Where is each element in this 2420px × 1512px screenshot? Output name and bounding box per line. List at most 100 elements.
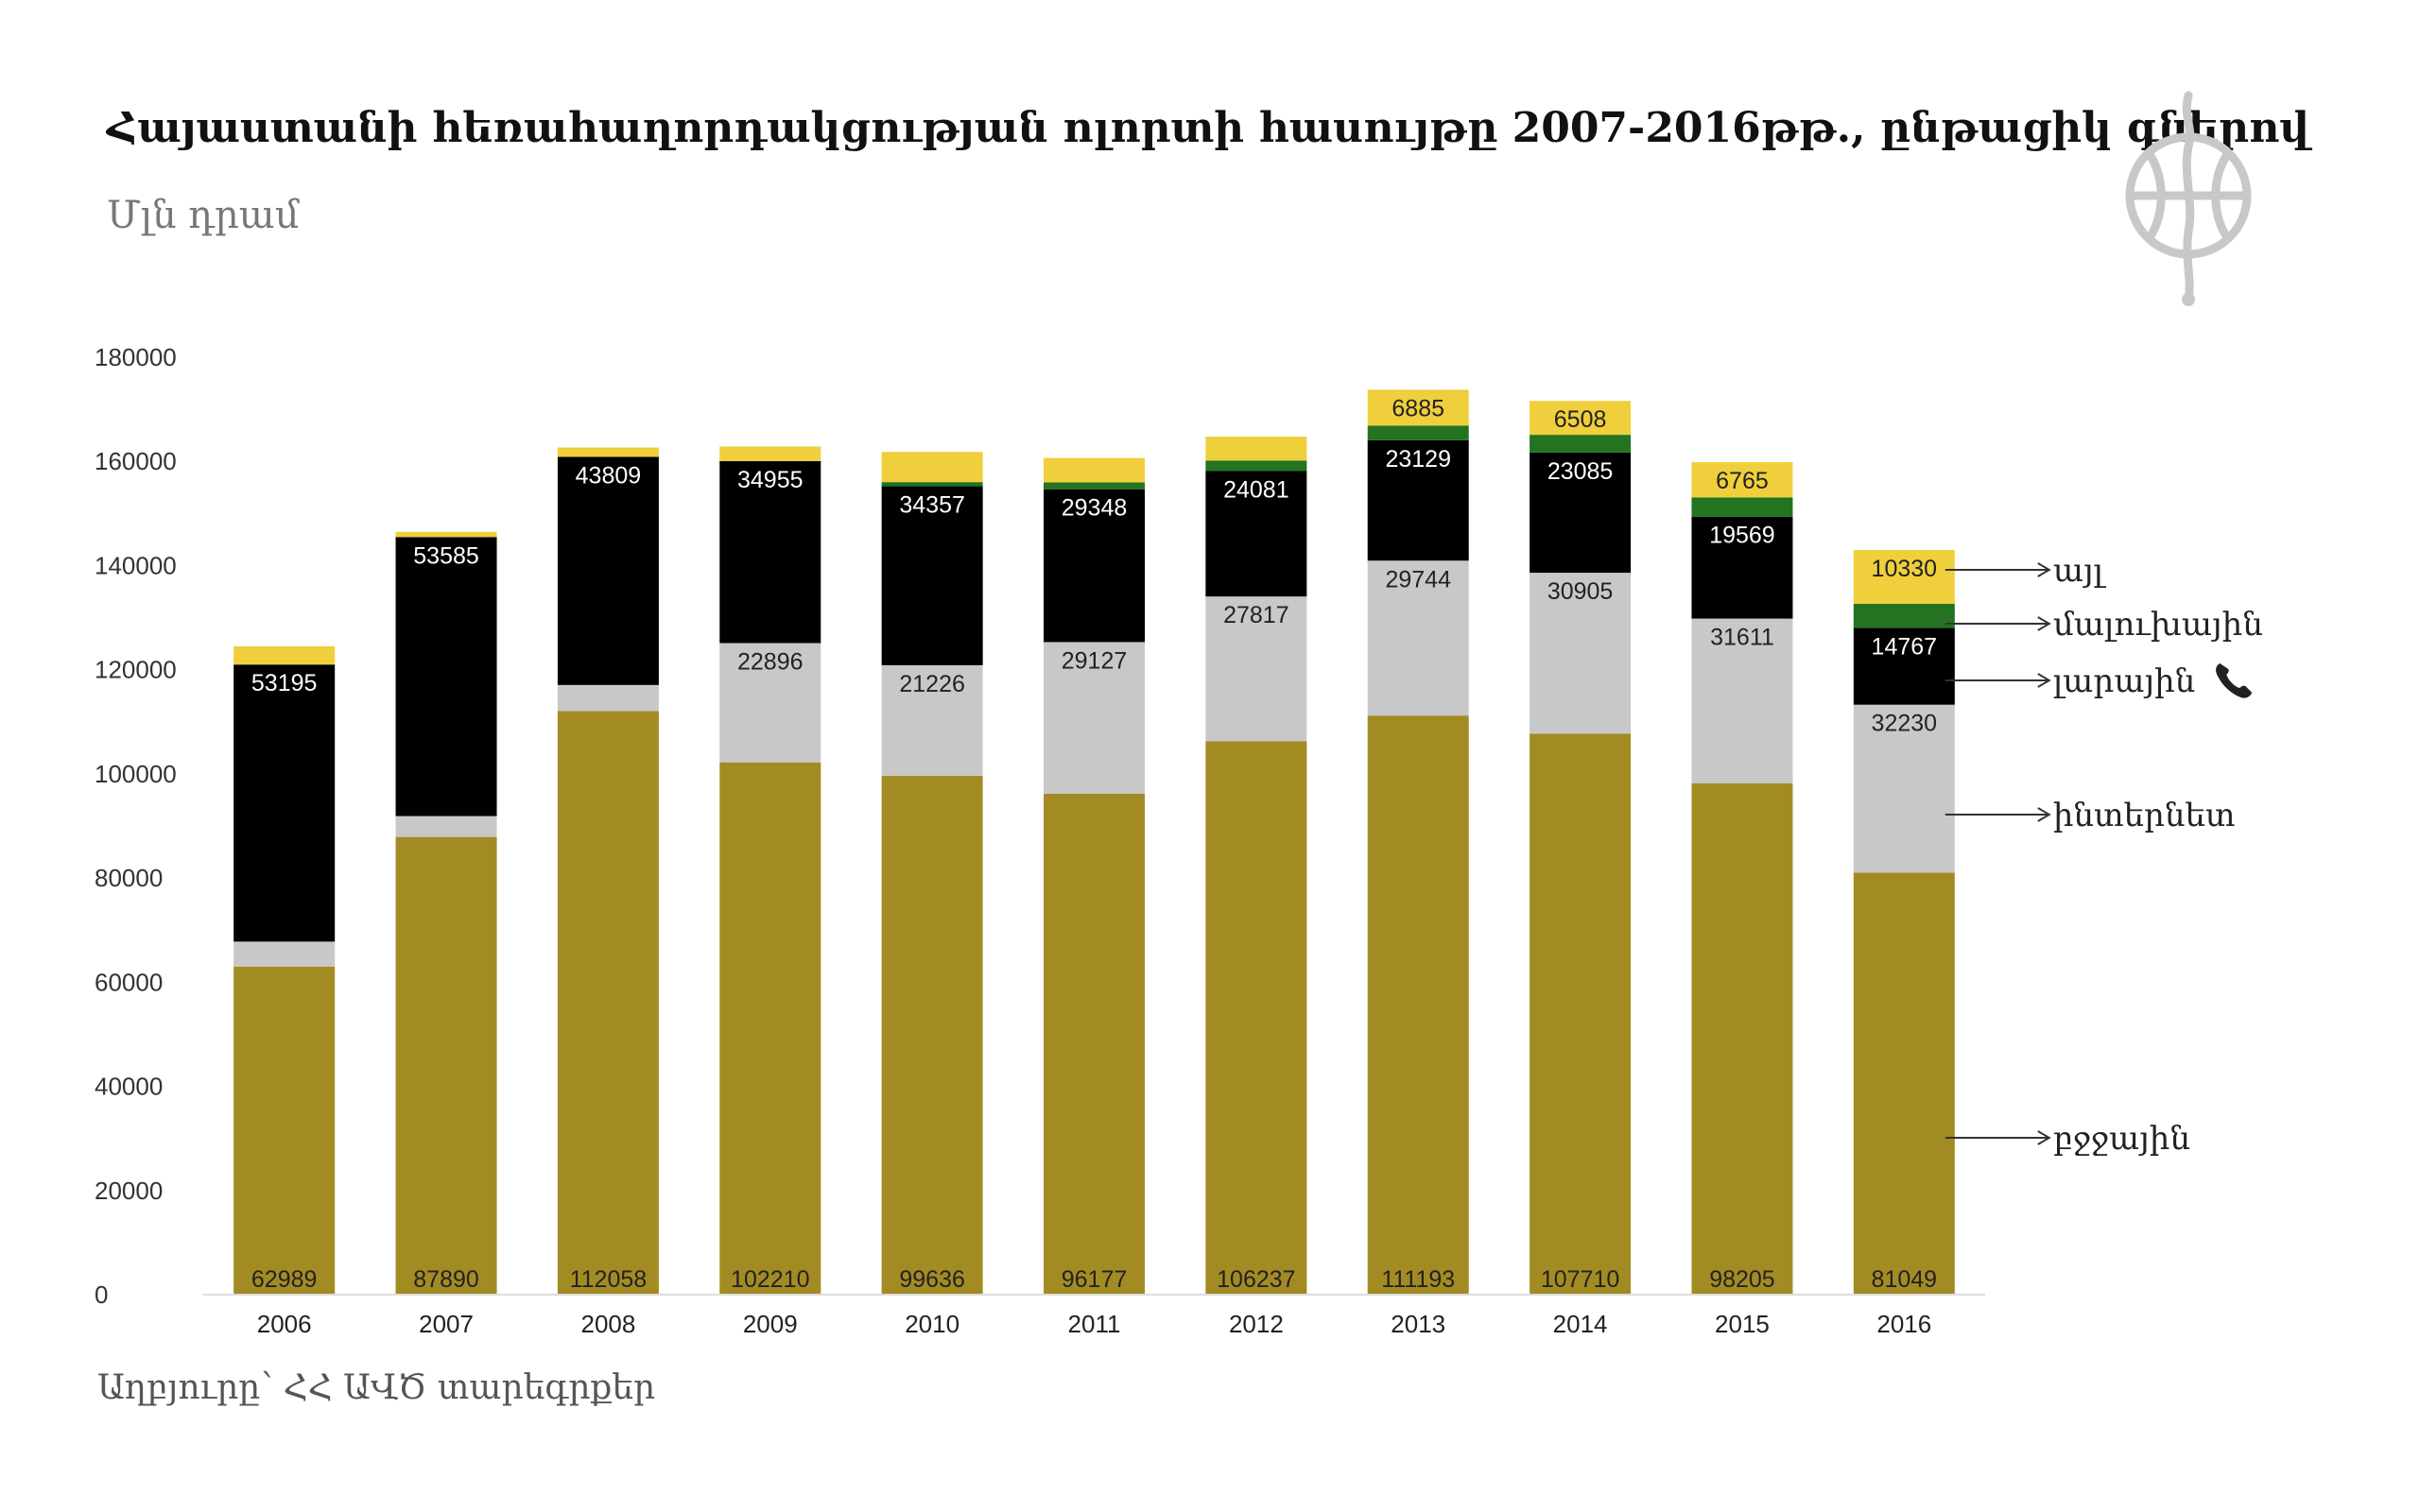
bar-segment xyxy=(1205,741,1307,1295)
bar-segment xyxy=(1367,715,1469,1295)
x-tick-label: 2011 xyxy=(1068,1310,1121,1338)
y-tick-label: 160000 xyxy=(95,447,177,475)
bar-segment xyxy=(881,452,983,483)
data-label: 23129 xyxy=(1385,446,1451,472)
bar-segment xyxy=(1205,471,1307,597)
data-label: 34357 xyxy=(899,492,965,519)
data-label: 6508 xyxy=(1554,406,1607,433)
bar-segment xyxy=(557,456,659,685)
data-label: 106237 xyxy=(1217,1266,1295,1293)
data-label: 27817 xyxy=(1223,602,1289,628)
y-tick-label: 100000 xyxy=(95,760,177,788)
y-tick-label: 20000 xyxy=(95,1177,163,1205)
bar-segment xyxy=(881,482,983,487)
data-label: 53195 xyxy=(251,670,318,696)
y-tick-label: 120000 xyxy=(95,656,177,684)
x-tick-label: 2007 xyxy=(419,1310,474,1338)
data-label: 14767 xyxy=(1872,633,1938,660)
x-tick-label: 2006 xyxy=(257,1310,312,1338)
data-label: 29127 xyxy=(1062,647,1128,674)
bar-segment xyxy=(1367,560,1469,716)
bar-segment xyxy=(233,645,336,665)
arrow-head-icon xyxy=(2037,673,2051,688)
bar-segment xyxy=(881,775,983,1295)
bar-segment xyxy=(1691,782,1793,1295)
bar-segment xyxy=(1691,516,1793,619)
legend-item: ինտերնետ xyxy=(1945,797,2236,834)
data-label: 87890 xyxy=(413,1266,479,1293)
legend-item: այլ xyxy=(1945,552,2107,590)
bar-segment xyxy=(1044,642,1145,794)
bar-segment xyxy=(1367,439,1469,561)
bar-segment xyxy=(557,711,659,1295)
bar-segment xyxy=(1367,389,1469,426)
y-tick-label: 0 xyxy=(95,1280,108,1309)
data-label: 22896 xyxy=(737,649,804,676)
chart-title: Հայաստանի հեռահաղորդակցության ոլորտի հաս… xyxy=(107,104,2310,152)
bar-segment xyxy=(1044,489,1145,643)
bar-segment xyxy=(233,966,336,1295)
y-tick-label: 80000 xyxy=(95,864,163,892)
bar-segment xyxy=(1205,437,1307,461)
arrow-head-icon xyxy=(2037,1130,2051,1145)
data-label: 53585 xyxy=(413,542,479,569)
data-label: 96177 xyxy=(1062,1266,1128,1293)
bar-segment xyxy=(395,537,497,816)
bars xyxy=(233,389,1955,1295)
bar-segment xyxy=(395,816,497,837)
data-label: 30905 xyxy=(1547,578,1614,605)
bar-segment xyxy=(1044,457,1145,483)
bar-segment xyxy=(395,531,497,538)
legend: այլ մալուխային լարային ինտերնետ բջջային xyxy=(1945,552,2263,1158)
legend-label: լարային xyxy=(2053,662,2195,700)
data-label: 19569 xyxy=(1709,523,1775,549)
legend-label: այլ xyxy=(2053,552,2107,590)
data-label: 29744 xyxy=(1385,566,1451,593)
bar-segment xyxy=(1530,573,1632,734)
x-tick-label: 2016 xyxy=(1876,1310,1931,1338)
arrow-head-icon xyxy=(2037,562,2051,577)
data-label: 32230 xyxy=(1872,711,1938,737)
x-tick-label: 2009 xyxy=(743,1310,798,1338)
bar-segment xyxy=(1044,482,1145,490)
chart-subtitle: Մլն դրամ xyxy=(107,194,300,237)
arrow-head-icon xyxy=(2037,616,2051,631)
bar-segment xyxy=(1853,550,1955,604)
data-label: 24081 xyxy=(1223,477,1289,504)
x-tick-label: 2008 xyxy=(580,1310,635,1338)
bar-segment xyxy=(719,446,821,461)
bar-segment xyxy=(1044,793,1145,1295)
data-label: 99636 xyxy=(899,1266,965,1293)
y-axis: 0 20000 40000 60000 80000 100000 120000 140000 1… xyxy=(95,343,177,1309)
bar-segment xyxy=(1205,596,1307,742)
legend-label: ինտերնետ xyxy=(2053,797,2236,834)
bar-segment xyxy=(1853,627,1955,705)
phone-icon xyxy=(2216,663,2253,698)
data-label: 21226 xyxy=(899,671,965,697)
bar-segment xyxy=(1530,452,1632,574)
y-tick-label: 140000 xyxy=(95,551,177,579)
bar-segment xyxy=(1691,618,1793,783)
bar-segment xyxy=(719,460,821,644)
legend-label: մալուխային xyxy=(2053,606,2263,644)
data-label: 81049 xyxy=(1872,1266,1938,1293)
x-tick-label: 2012 xyxy=(1229,1310,1284,1338)
legend-label: բջջային xyxy=(2053,1120,2190,1158)
bar-segment xyxy=(719,643,821,763)
data-label: 43809 xyxy=(576,462,642,489)
data-label: 23085 xyxy=(1547,458,1614,485)
bar-segment xyxy=(1691,497,1793,517)
data-label: 107710 xyxy=(1541,1266,1619,1293)
bar-segment xyxy=(1853,872,1955,1295)
x-tick-label: 2014 xyxy=(1553,1310,1608,1338)
bar-segment xyxy=(881,486,983,665)
arrow-head-icon xyxy=(2037,807,2051,822)
data-label: 10330 xyxy=(1872,556,1938,582)
bar-segment xyxy=(1853,603,1955,628)
bar-segment xyxy=(1530,733,1632,1295)
data-label: 31611 xyxy=(1710,625,1774,651)
y-tick-label: 60000 xyxy=(95,968,163,996)
y-tick-label: 180000 xyxy=(95,343,177,371)
source-note: Աղբյուրը՝ ՀՀ ԱՎԾ տարեգրքեր xyxy=(97,1368,656,1407)
